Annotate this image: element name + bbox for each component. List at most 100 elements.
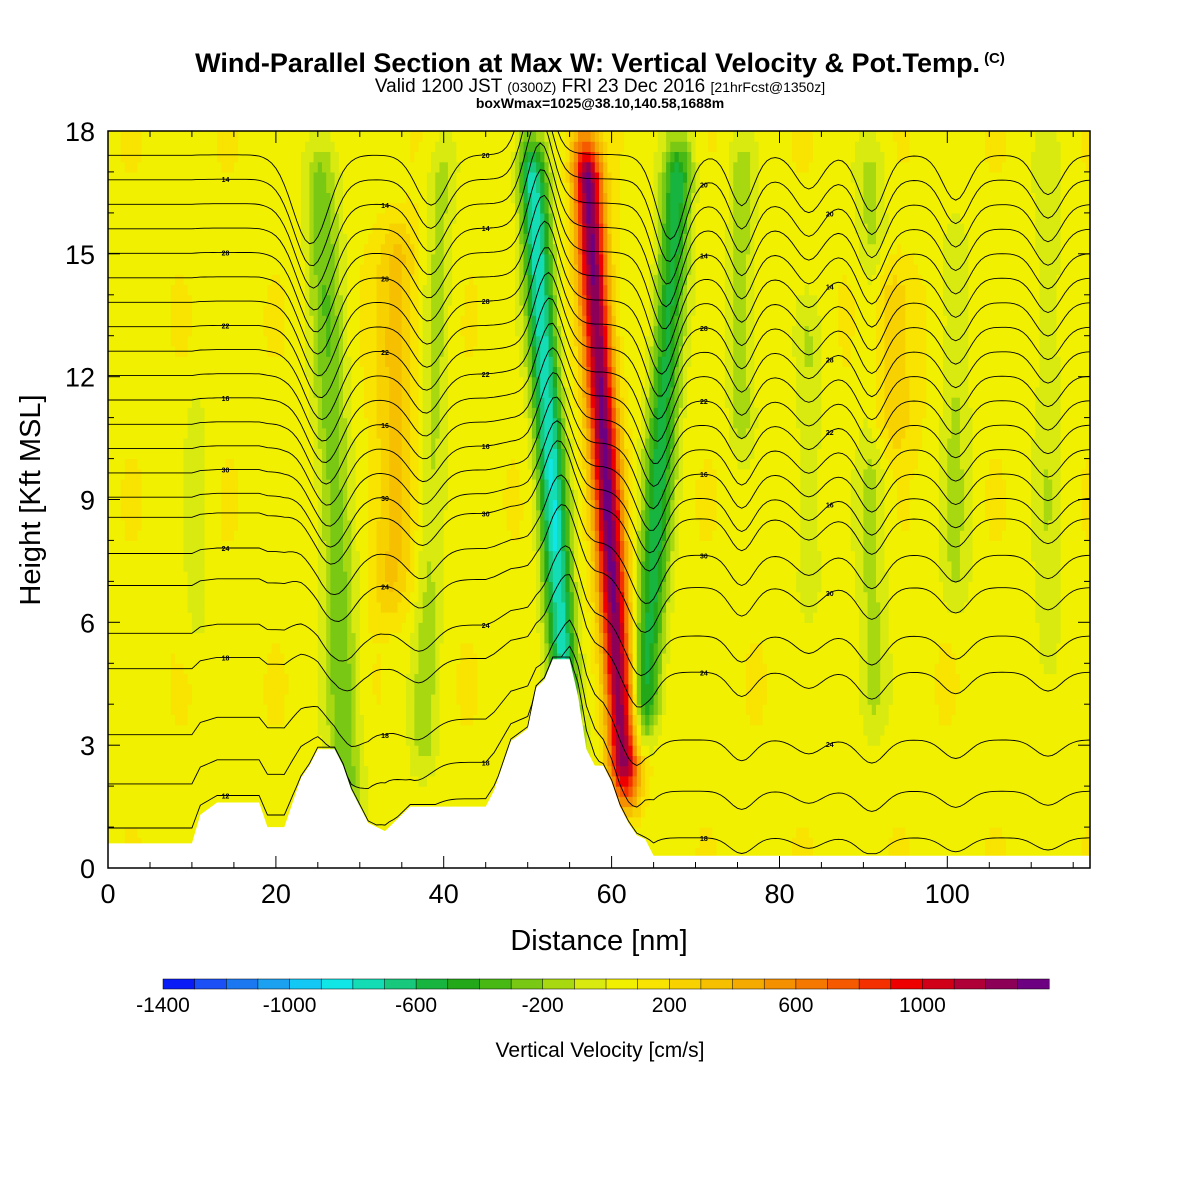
- velocity-cell: [293, 735, 298, 746]
- velocity-cell: [377, 162, 382, 173]
- velocity-cell: [360, 244, 365, 255]
- velocity-cell: [125, 807, 130, 818]
- velocity-cell: [318, 192, 323, 203]
- velocity-cell: [150, 152, 155, 163]
- velocity-cell: [129, 274, 134, 285]
- velocity-cell: [150, 315, 155, 326]
- velocity-cell: [326, 141, 331, 152]
- velocity-cell: [255, 663, 260, 674]
- velocity-cell: [377, 786, 382, 797]
- velocity-cell: [167, 285, 172, 296]
- velocity-cell: [112, 766, 117, 777]
- velocity-cell: [242, 766, 247, 777]
- velocity-cell: [234, 448, 239, 459]
- velocity-cell: [280, 366, 285, 377]
- velocity-cell: [167, 387, 172, 398]
- velocity-cell: [179, 612, 184, 623]
- velocity-cell: [150, 233, 155, 244]
- velocity-cell: [209, 633, 214, 644]
- velocity-cell: [242, 397, 247, 408]
- velocity-cell: [230, 285, 235, 296]
- velocity-cell: [230, 192, 235, 203]
- velocity-cell: [205, 633, 210, 644]
- velocity-cell: [171, 684, 176, 695]
- velocity-cell: [137, 418, 142, 429]
- velocity-cell: [217, 274, 222, 285]
- velocity-cell: [163, 643, 168, 654]
- velocity-cell: [377, 612, 382, 623]
- velocity-cell: [238, 602, 243, 613]
- velocity-cell: [263, 233, 268, 244]
- velocity-cell: [268, 633, 273, 644]
- velocity-cell: [129, 581, 134, 592]
- velocity-cell: [259, 315, 264, 326]
- velocity-cell: [125, 377, 130, 388]
- velocity-cell: [205, 766, 210, 777]
- velocity-cell: [129, 152, 134, 163]
- velocity-cell: [280, 735, 285, 746]
- velocity-cell: [146, 776, 151, 787]
- velocity-cell: [158, 172, 163, 183]
- velocity-cell: [133, 336, 138, 347]
- velocity-cell: [137, 315, 142, 326]
- velocity-cell: [158, 152, 163, 163]
- velocity-cell: [238, 438, 243, 449]
- velocity-cell: [289, 745, 294, 756]
- velocity-cell: [121, 407, 126, 418]
- velocity-cell: [393, 704, 398, 715]
- velocity-cell: [205, 172, 210, 183]
- velocity-cell: [356, 233, 361, 244]
- velocity-cell: [188, 479, 193, 490]
- velocity-cell: [175, 489, 180, 500]
- velocity-cell: [142, 530, 147, 541]
- velocity-cell: [142, 551, 147, 562]
- velocity-cell: [389, 223, 394, 234]
- velocity-cell: [389, 684, 394, 695]
- velocity-cell: [309, 633, 314, 644]
- velocity-cell: [314, 459, 319, 470]
- velocity-cell: [171, 796, 176, 807]
- velocity-cell: [213, 571, 218, 582]
- velocity-cell: [116, 489, 121, 500]
- velocity-cell: [276, 152, 281, 163]
- velocity-cell: [259, 356, 264, 367]
- velocity-cell: [309, 663, 314, 674]
- velocity-cell: [247, 530, 252, 541]
- velocity-cell: [221, 694, 226, 705]
- velocity-cell: [184, 295, 189, 306]
- velocity-cell: [381, 397, 386, 408]
- velocity-cell: [247, 653, 252, 664]
- velocity-cell: [368, 152, 373, 163]
- velocity-cell: [230, 510, 235, 521]
- velocity-cell: [276, 172, 281, 183]
- velocity-cell: [377, 530, 382, 541]
- velocity-cell: [129, 571, 134, 582]
- velocity-cell: [192, 510, 197, 521]
- velocity-cell: [175, 745, 180, 756]
- velocity-cell: [343, 315, 348, 326]
- velocity-cell: [205, 448, 210, 459]
- velocity-cell: [259, 633, 264, 644]
- velocity-cell: [200, 725, 205, 736]
- velocity-cell: [339, 622, 344, 633]
- velocity-cell: [238, 285, 243, 296]
- velocity-cell: [263, 725, 268, 736]
- velocity-cell: [393, 684, 398, 695]
- velocity-cell: [150, 336, 155, 347]
- velocity-cell: [133, 172, 138, 183]
- velocity-cell: [314, 694, 319, 705]
- velocity-cell: [179, 407, 184, 418]
- velocity-cell: [280, 694, 285, 705]
- velocity-cell: [209, 755, 214, 766]
- velocity-cell: [112, 387, 117, 398]
- velocity-cell: [389, 694, 394, 705]
- velocity-cell: [339, 715, 344, 726]
- velocity-cell: [251, 428, 256, 439]
- velocity-cell: [196, 745, 201, 756]
- velocity-cell: [263, 694, 268, 705]
- velocity-cell: [184, 152, 189, 163]
- velocity-cell: [230, 141, 235, 152]
- velocity-cell: [137, 807, 142, 818]
- velocity-cell: [364, 643, 369, 654]
- velocity-cell: [133, 387, 138, 398]
